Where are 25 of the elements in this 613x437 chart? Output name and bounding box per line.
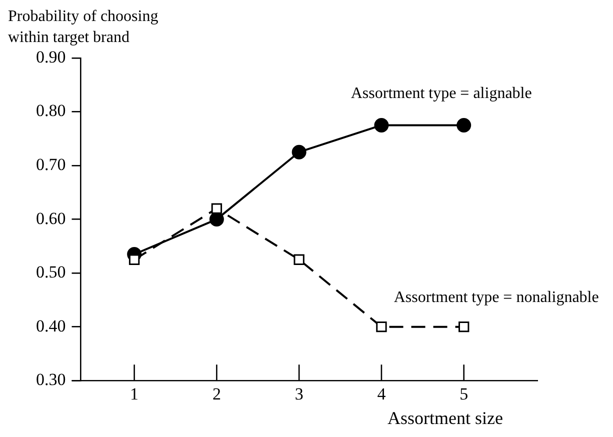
y-tick-label: 0.80: [36, 101, 66, 120]
point: [128, 254, 140, 265]
point: [376, 321, 387, 332]
x-tick-label: 5: [460, 384, 468, 404]
point: [458, 321, 470, 332]
y-tick-label: 0.60: [36, 208, 66, 228]
point: [209, 212, 224, 227]
y-tick-label: 0.70: [36, 155, 66, 174]
y-tick-label: 0.40: [36, 316, 66, 336]
x-tick-label: 3: [294, 384, 304, 404]
x-tick-label: 4: [377, 384, 386, 404]
point: [292, 144, 306, 160]
x-tick-label: 2: [212, 384, 221, 404]
x-axis-title: Assortment size: [388, 408, 503, 429]
series-label: Assortment type = alignable: [350, 85, 532, 102]
y-tick-label: 0.50: [36, 262, 66, 282]
x-tick-label: 1: [130, 384, 139, 404]
y-axis-title: Probability of choosing within target brand: [8, 7, 160, 48]
point: [294, 254, 304, 265]
point: [456, 118, 472, 132]
series-label: Assortment type = nonalignable: [394, 288, 599, 306]
y-tick-label: 0.90: [36, 47, 66, 66]
point: [374, 118, 389, 132]
point: [211, 203, 222, 214]
y-tick-label: 0.30: [36, 370, 66, 390]
